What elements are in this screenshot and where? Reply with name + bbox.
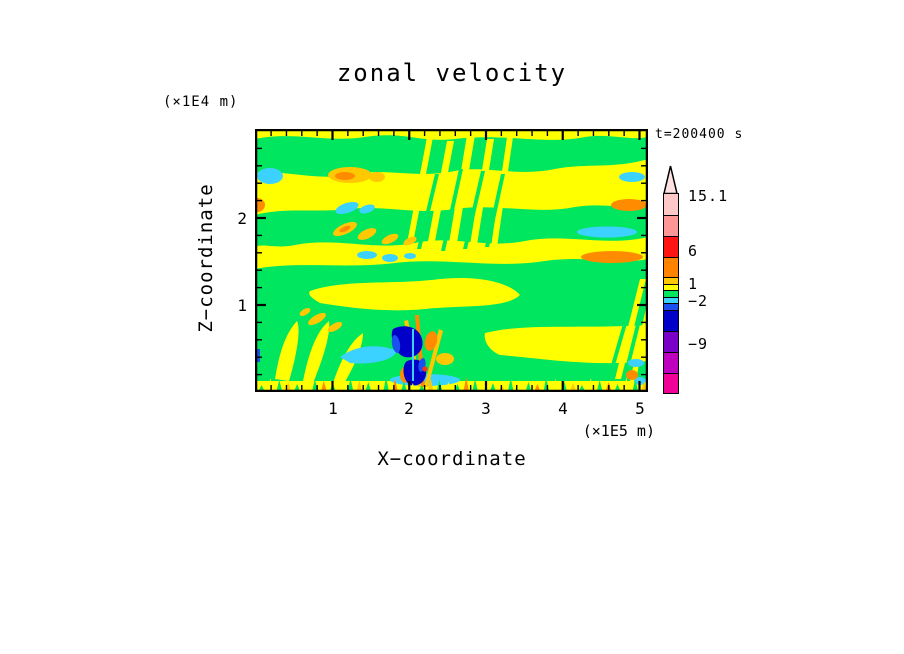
colorbar-segment	[664, 290, 678, 297]
y-axis-label: Z−coordinate	[195, 183, 217, 333]
x-tick-label-2: 2	[404, 399, 414, 418]
colorbar	[663, 193, 679, 394]
x-tick-label-4: 4	[558, 399, 568, 418]
colorbar-segment	[664, 277, 678, 284]
x-axis-label: X−coordinate	[377, 448, 527, 470]
contour-field-image	[255, 129, 648, 392]
y-tick-label-1: 1	[237, 296, 247, 315]
colorbar-segment	[664, 330, 678, 352]
colorbar-segment	[664, 351, 678, 373]
chart-title: zonal velocity	[336, 59, 568, 87]
colorbar-label-15.1: 15.1	[688, 187, 729, 205]
x-tick-label-3: 3	[481, 399, 491, 418]
contour-plot-area	[255, 129, 648, 392]
colorbar-label-neg2: −2	[688, 292, 709, 310]
colorbar-segment	[664, 283, 678, 290]
colorbar-segment	[664, 215, 678, 236]
timestamp-annotation: t=200400 s	[655, 127, 744, 142]
colorbar-label-6: 6	[688, 242, 699, 260]
colorbar-segment	[664, 309, 678, 331]
x-tick-label-5: 5	[635, 399, 645, 418]
colorbar-label-neg9: −9	[688, 335, 709, 353]
colorbar-segment	[664, 303, 678, 310]
colorbar-segment	[664, 236, 678, 257]
colorbar-segment	[664, 372, 678, 393]
colorbar-segment	[664, 296, 678, 303]
colorbar-arrow-tip	[663, 165, 678, 194]
x-axis-unit: (×1E5 m)	[582, 422, 655, 440]
x-tick-label-1: 1	[328, 399, 338, 418]
y-axis-unit: (×1E4 m)	[163, 94, 239, 110]
colorbar-segment	[664, 257, 678, 277]
colorbar-label-1: 1	[688, 275, 699, 293]
y-tick-label-2: 2	[237, 209, 247, 228]
colorbar-segment	[664, 194, 678, 215]
